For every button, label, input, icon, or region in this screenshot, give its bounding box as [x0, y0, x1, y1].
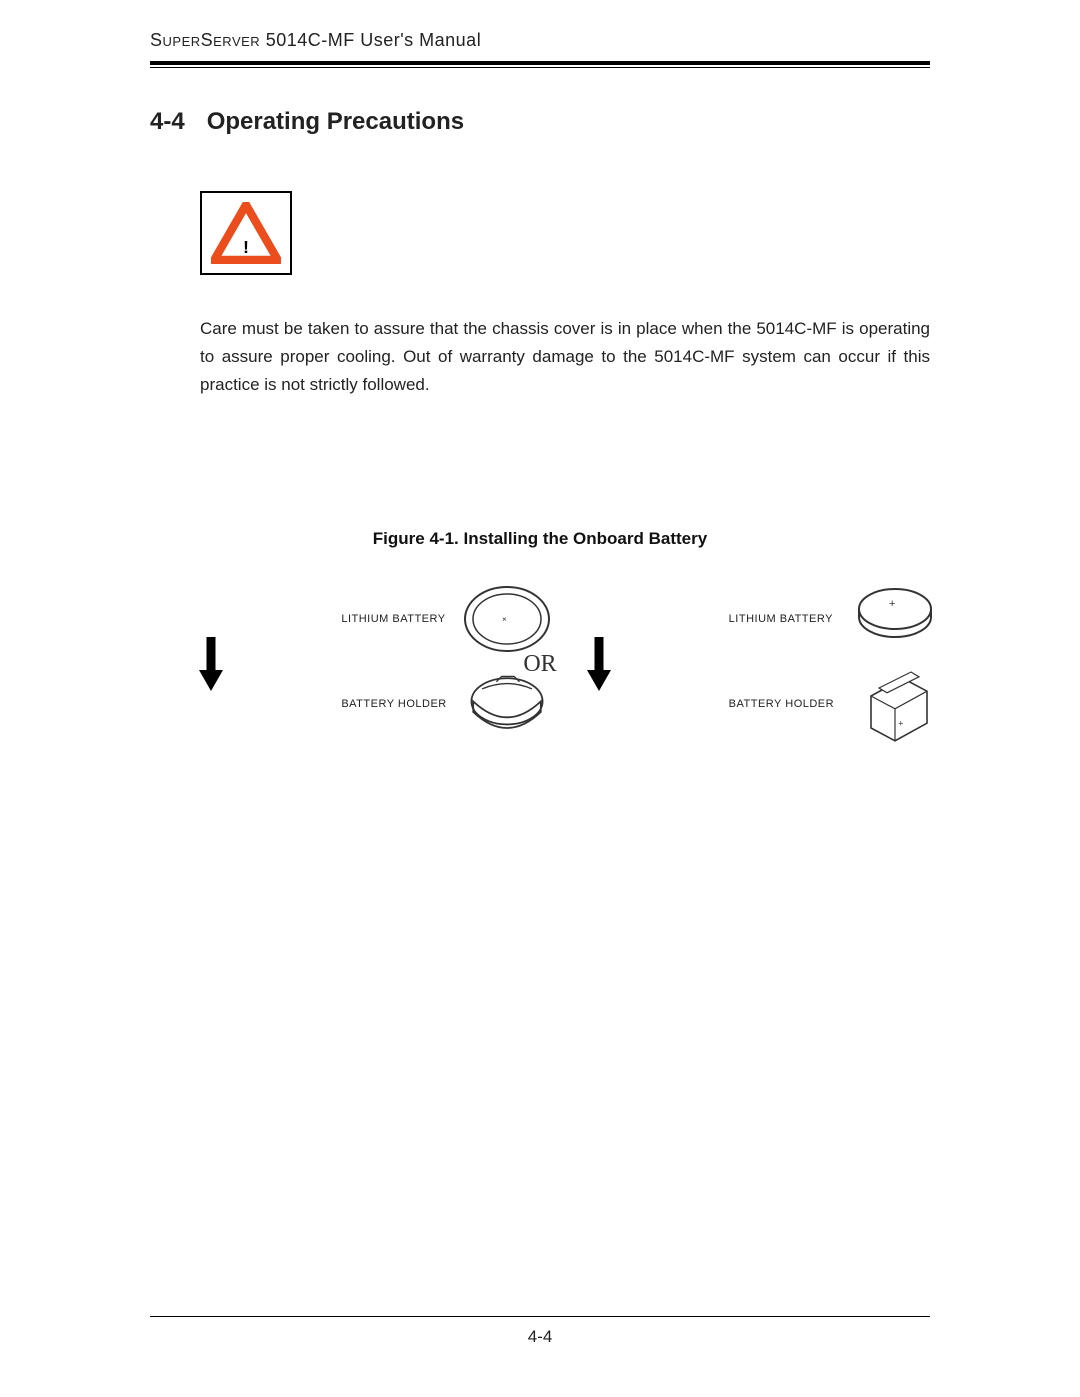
section-heading: 4-4 Operating Precautions	[150, 108, 930, 136]
section-title: Operating Precautions	[207, 108, 464, 135]
header-prefix: SuperServer	[150, 30, 260, 50]
running-header: SuperServer 5014C-MF User's Manual	[150, 30, 930, 59]
svg-text:+: +	[898, 718, 903, 728]
label-battery-holder-left: BATTERY HOLDER	[341, 698, 451, 710]
figure-or-text: OR	[517, 651, 562, 678]
footer-rule	[150, 1316, 930, 1317]
label-battery-holder-right: BATTERY HOLDER	[729, 698, 839, 710]
figure-caption: Figure 4-1. Installing the Onboard Batte…	[150, 529, 930, 549]
warning-triangle-icon: !	[211, 202, 281, 264]
header-rule	[150, 61, 930, 68]
svg-text:!: !	[243, 237, 249, 257]
label-lithium-battery-right: LITHIUM BATTERY	[729, 613, 839, 625]
figure-area: LITHIUM BATTERY + BATTERY HOLDER OR LITH…	[150, 579, 930, 749]
figure-left-column: LITHIUM BATTERY + BATTERY HOLDER	[195, 579, 497, 749]
arrow-down-icon	[195, 634, 227, 694]
header-rest: 5014C-MF User's Manual	[260, 30, 481, 50]
precaution-paragraph: Care must be taken to assure that the ch…	[200, 315, 930, 399]
battery-holder-iso-icon: +	[845, 664, 945, 744]
arrow-down-icon	[583, 634, 615, 694]
label-lithium-battery-left: LITHIUM BATTERY	[341, 613, 451, 625]
coin-battery-iso-icon: +	[845, 579, 945, 659]
svg-text:+: +	[499, 614, 510, 624]
page: SuperServer 5014C-MF User's Manual 4-4 Op…	[0, 0, 1080, 1397]
caution-icon: !	[200, 191, 292, 275]
coin-battery-flat-icon: +	[457, 579, 557, 659]
figure-right-column: LITHIUM BATTERY + BATTERY HOLDER +	[583, 579, 885, 749]
page-number: 4-4	[0, 1327, 1080, 1347]
svg-text:+: +	[889, 598, 895, 610]
section-number: 4-4	[150, 108, 185, 135]
